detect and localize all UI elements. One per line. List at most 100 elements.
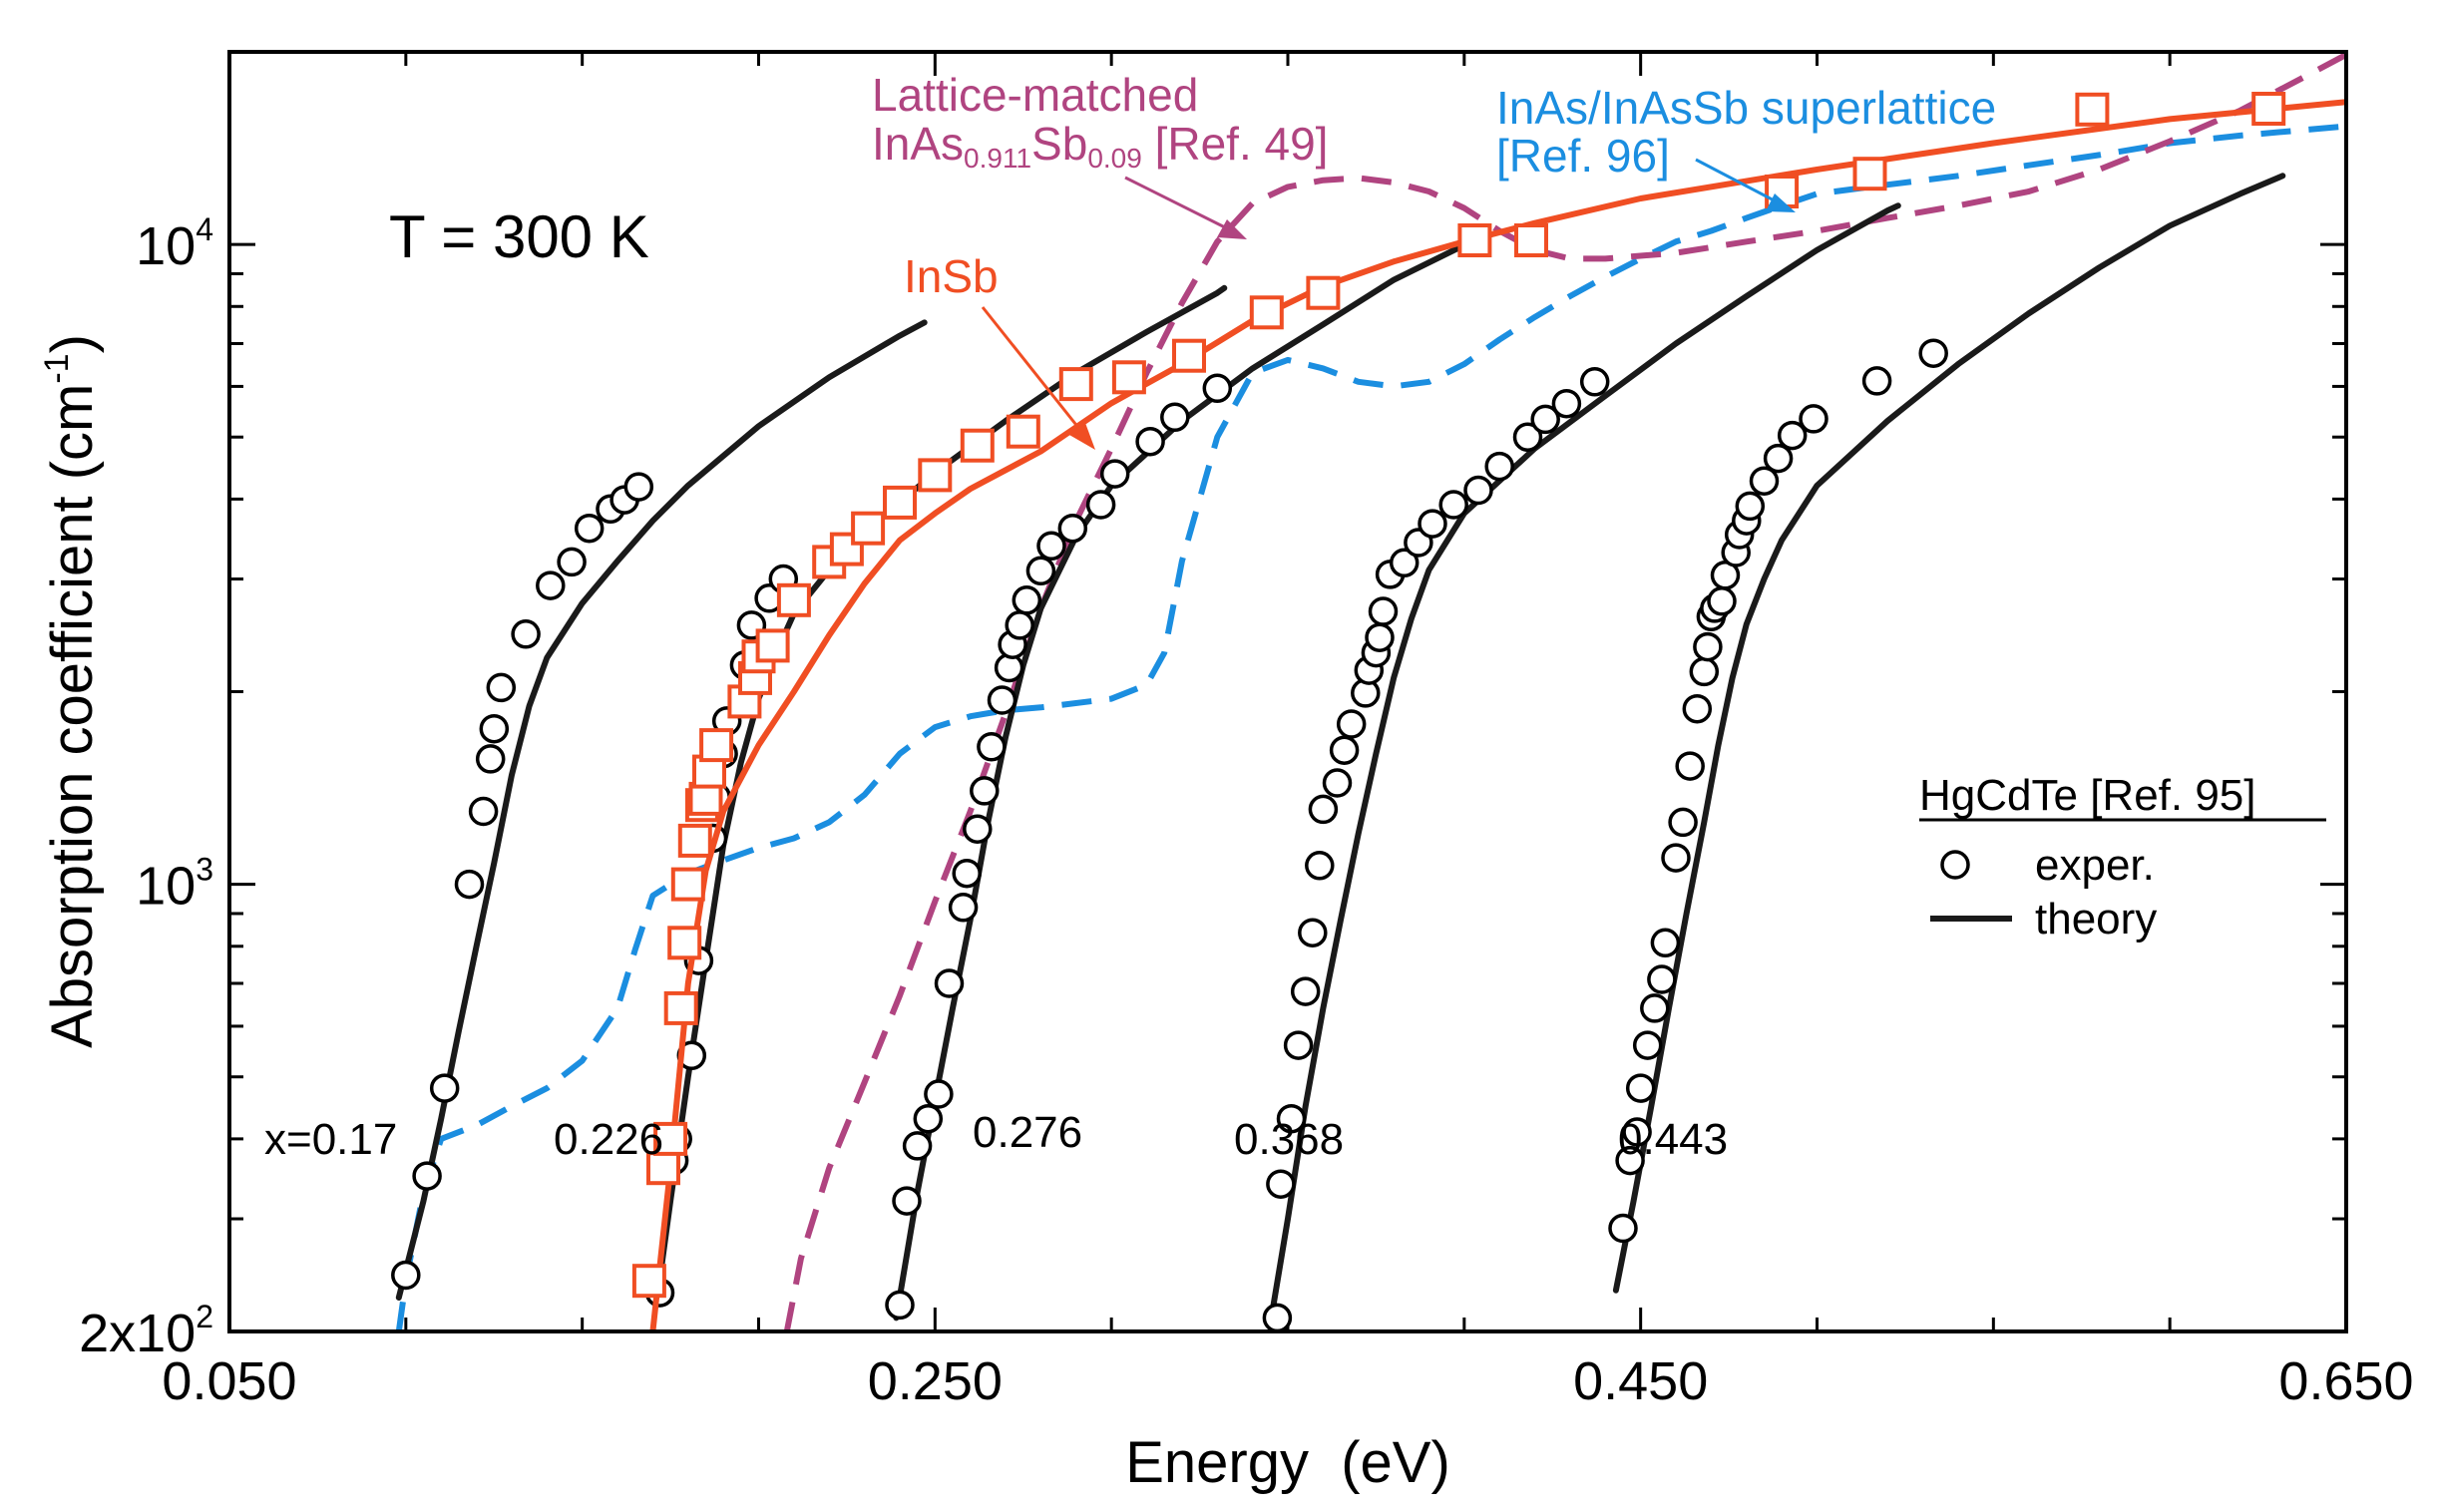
lattice-ref: [Ref. 49] [1142, 118, 1329, 170]
hgcdte-exper-point [1025, 556, 1056, 586]
hgcdte-exper-point [1262, 1303, 1293, 1331]
hgcdte-exper-point [1036, 531, 1066, 562]
y-tick-label-base: 10 [136, 216, 196, 276]
composition-labels-layer: x=0.17 0.226 0.276 0.368 0.443 [264, 1108, 1728, 1164]
superlattice-annotation-line2: [Ref. 96] [1496, 130, 1670, 182]
data-layer [391, 52, 2346, 1331]
hgcdte-exper-point [623, 472, 654, 502]
insb-annotation-arrow [981, 306, 1089, 440]
hgcdte-exper-point [1484, 451, 1514, 482]
hgcdte-exper-point [1368, 596, 1399, 626]
lattice-annotation-line1: Lattice-matched [872, 69, 1198, 121]
insb-point [1514, 223, 1548, 257]
lattice-formula-sub1: 0.911 [964, 143, 1031, 174]
hgcdte-exper-point [1668, 807, 1698, 838]
hgcdte-exper-point [963, 814, 993, 844]
hgcdte-exper-point [1099, 459, 1130, 489]
lattice-formula-sub2: 0.09 [1087, 143, 1142, 174]
hgcdte-exper-point [977, 732, 1007, 762]
x-tick-label: 0.450 [1573, 1351, 1708, 1411]
hgcdte-exper-point [1389, 548, 1420, 578]
hgcdte-exper-point [557, 547, 587, 577]
hgcdte-theory-line [1267, 202, 1901, 1328]
insb-point [960, 428, 995, 463]
legend-exper-label: exper. [2035, 841, 2155, 890]
hgcdte-exper-point [1675, 751, 1705, 781]
y-tick-label: 2x102 [79, 1299, 213, 1363]
legend-title: HgCdTe [Ref. 95] [1919, 771, 2256, 820]
hgcdte-exper-point [987, 685, 1017, 715]
insb-point [2075, 92, 2110, 127]
hgcdte-exper-point [1608, 1213, 1638, 1244]
y-tick-label-base: 2x10 [79, 1304, 196, 1363]
hgcdte-exper-point [1329, 735, 1360, 765]
insb-point [1111, 360, 1146, 395]
hgcdte-exper-point [1861, 366, 1892, 396]
hgcdte-exper-point [1057, 513, 1088, 544]
hgcdte-exper-point [1918, 338, 1948, 368]
lattice-formula-inas: InAs [872, 118, 964, 170]
y-tick-label-exponent: 3 [196, 852, 213, 888]
superlattice-annotation-line1: InAs/InAsSb superlattice [1496, 82, 1996, 134]
hgcdte-theory-line [395, 319, 928, 1301]
hgcdte-exper-point [574, 513, 605, 544]
hgcdte-exper-point [1276, 1103, 1307, 1134]
hgcdte-exper-point [1336, 709, 1367, 739]
y-axis-title: Absorption coefficient (cm-1) [38, 334, 105, 1048]
hgcdte-exper-point [1579, 367, 1610, 397]
insb-point [1852, 157, 1887, 191]
hgcdte-exper-point [1622, 1117, 1652, 1147]
hgcdte-exper-point [892, 1186, 922, 1216]
hgcdte-exper-point [913, 1103, 944, 1134]
hgcdte-exper-point [1266, 1169, 1296, 1199]
hgcdte-exper-point [1640, 993, 1670, 1023]
hgcdte-exper-point [1365, 622, 1395, 652]
insb-line [649, 99, 2346, 1331]
insb-point [653, 1121, 688, 1156]
insb-point [1006, 414, 1040, 449]
hgcdte-exper-point [1650, 928, 1681, 958]
insb-annotation: InSb [904, 250, 999, 302]
hgcdte-theory-line [893, 238, 1474, 1322]
insb-point [918, 458, 953, 493]
hgcdte-exper-point [934, 968, 965, 998]
insb-point [883, 485, 917, 520]
superlattice-arrowhead [1766, 193, 1796, 212]
hgcdte-exper-point [536, 570, 566, 600]
hgcdte-exper-point [924, 1079, 954, 1109]
hgcdte-exper-point [952, 858, 982, 889]
hgcdte-exper-point [1418, 509, 1447, 539]
hgcdte-exper-point [1689, 656, 1720, 687]
hgcdte-exper-point [391, 1260, 421, 1291]
insb-point [688, 781, 723, 816]
hgcdte-exper-point [412, 1161, 442, 1191]
hgcdte-exper-point [454, 869, 485, 900]
x-axis-title: Energy (eV) [1125, 1430, 1450, 1495]
y-tick-label-base: 10 [136, 857, 196, 917]
lattice-annotation-arrow [1124, 176, 1234, 233]
composition-label: 0.226 [554, 1115, 663, 1164]
y-tick-label-exponent: 4 [196, 211, 213, 247]
hgcdte-exper-point [970, 776, 1000, 806]
annotations-layer: InSb Lattice-matched InAs0.911Sb0.09 [Re… [872, 69, 1996, 450]
y-tick-label-exponent: 2 [196, 1299, 213, 1334]
composition-label: 0.276 [973, 1108, 1082, 1157]
hgcdte-exper-point [1298, 918, 1328, 947]
y-axis-title-sup: -1 [38, 353, 76, 383]
hgcdte-exper-point [1799, 404, 1828, 434]
lattice-formula-sb: Sb [1031, 118, 1087, 170]
x-tick-label: 0.050 [162, 1351, 296, 1411]
hgcdte-exper-point [1777, 420, 1808, 451]
hgcdte-exper-point [1290, 976, 1321, 1006]
insb-point [1172, 338, 1206, 373]
hgcdte-exper-point [1012, 585, 1042, 615]
lattice-annotation-line2: InAs0.911Sb0.09 [Ref. 49] [872, 118, 1328, 174]
hgcdte-exper-point [1305, 851, 1335, 881]
hgcdte-exper-point [1322, 768, 1353, 798]
hgcdte-exper-point [1463, 475, 1493, 506]
insb-point [699, 728, 734, 763]
hgcdte-exper-point [1438, 490, 1468, 520]
legend: HgCdTe [Ref. 95] exper. theory [1919, 771, 2326, 944]
hgcdte-exper-point [1682, 693, 1713, 724]
